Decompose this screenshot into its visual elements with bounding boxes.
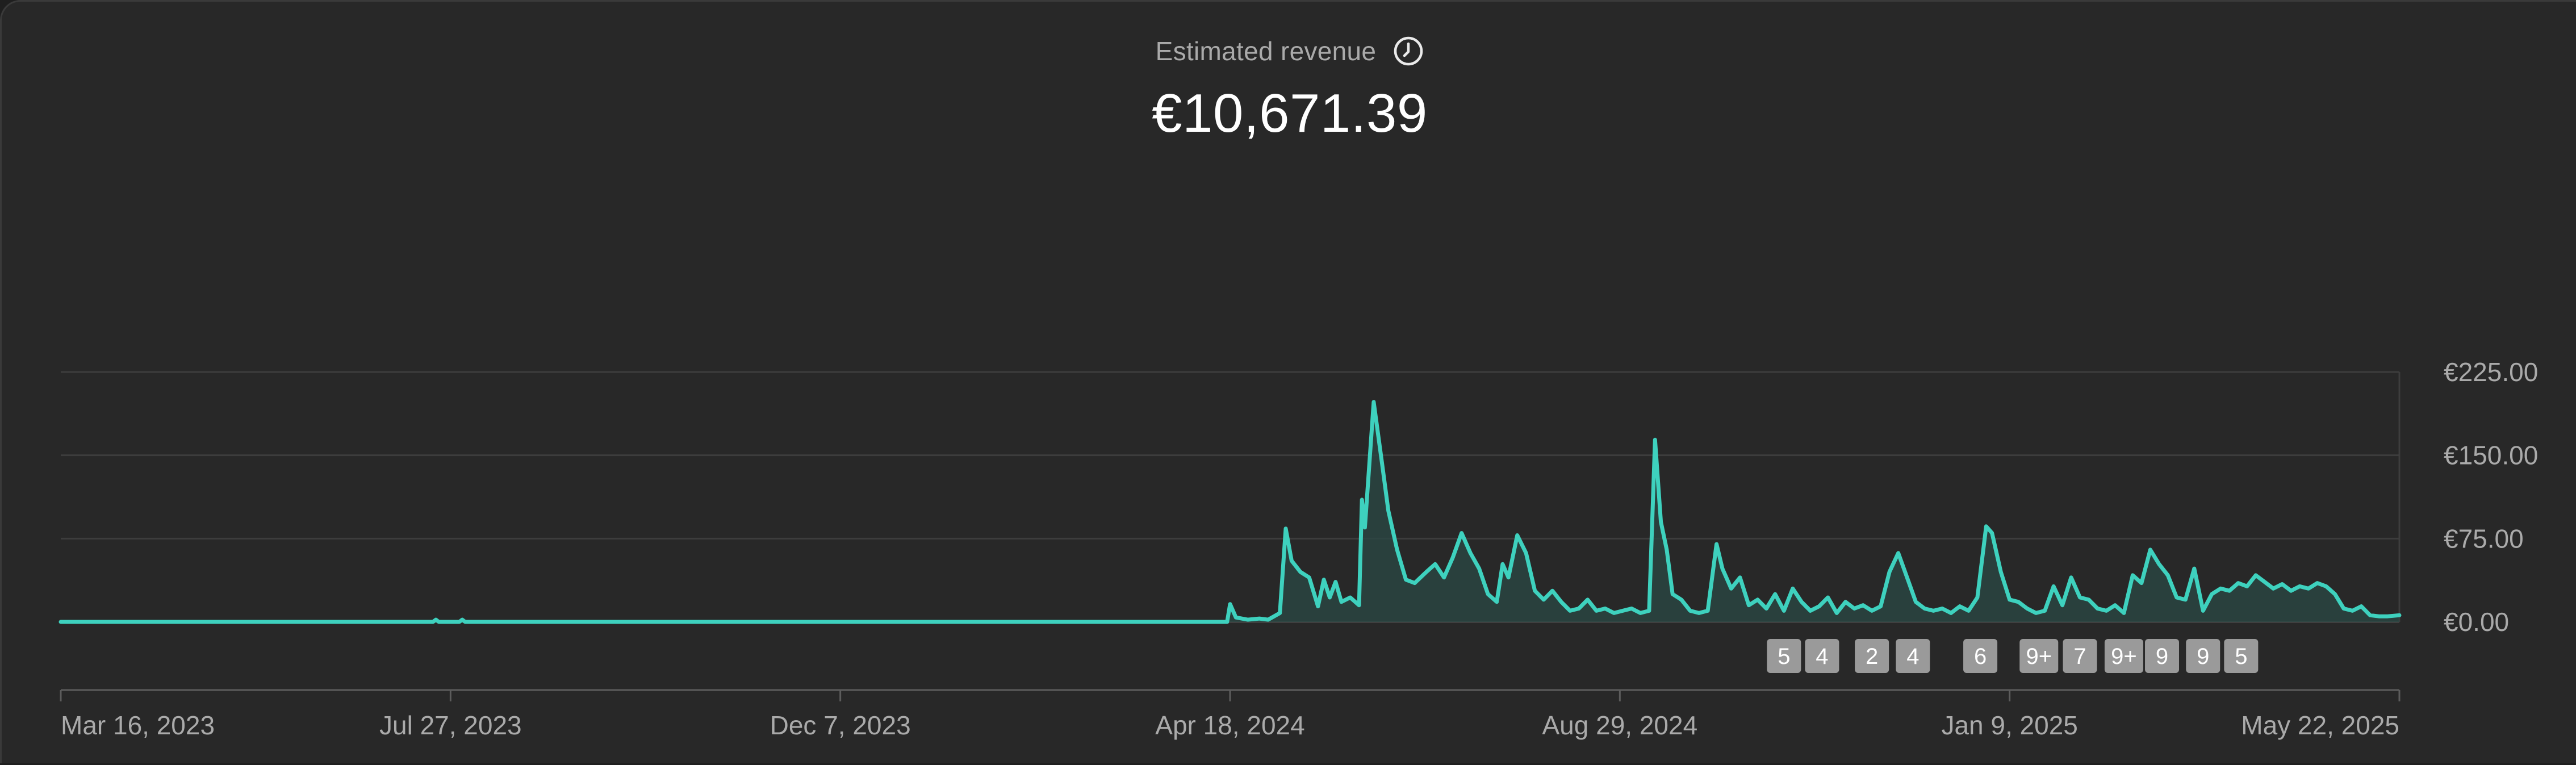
annotation-marker: [1805, 639, 1839, 673]
metric-label: Estimated revenue: [1155, 36, 1377, 66]
annotation-marker: [2224, 639, 2259, 673]
series-area: [61, 402, 2399, 622]
annotation-marker: [1963, 639, 1998, 673]
annotation-marker-label: 9: [2197, 644, 2209, 669]
x-tick-label: Aug 29, 2024: [1542, 710, 1697, 740]
metric-label-row: Estimated revenue: [1156, 36, 1424, 66]
annotation-marker: [1855, 639, 1889, 673]
annotation-marker-label: 9+: [2111, 644, 2137, 669]
annotation-marker-label: 4: [1816, 644, 1828, 669]
y-tick-label: €75.00: [2444, 524, 2524, 553]
annotation-marker-label: 7: [2073, 644, 2086, 669]
x-tick-label: May 22, 2025: [2241, 710, 2399, 740]
annotation-marker-label: 5: [2235, 644, 2247, 669]
x-tick-label: Jul 27, 2023: [379, 710, 522, 740]
annotation-marker: [2063, 639, 2097, 673]
annotation-marker: [1767, 639, 1801, 673]
x-tick-label: Mar 16, 2023: [61, 710, 215, 740]
clock-icon[interactable]: [1393, 36, 1424, 66]
annotation-marker-label: 6: [1974, 644, 1987, 669]
x-tick-label: Jan 9, 2025: [1941, 710, 2077, 740]
annotation-marker-label: 9+: [2026, 644, 2052, 669]
y-tick-label: €0.00: [2444, 607, 2509, 637]
y-tick-label: €150.00: [2444, 441, 2538, 470]
annotation-marker-label: 2: [1866, 644, 1878, 669]
series-line: [58, 400, 2402, 624]
x-tick-label: Apr 18, 2024: [1155, 710, 1304, 740]
annotation-marker: [2019, 639, 2059, 673]
annotation-marker-label: 5: [1778, 644, 1790, 669]
annotation-marker: [2104, 639, 2143, 673]
annotation-marker: [2145, 639, 2180, 673]
annotation-marker: [1896, 639, 1930, 673]
annotation-marker-label: 4: [1906, 644, 1919, 669]
annotation-marker-label: 9: [2156, 644, 2168, 669]
y-tick-label: €225.00: [2444, 357, 2538, 387]
metric-value: €10,671.39: [1152, 83, 1428, 144]
metric-header: Estimated revenue €10,671.39: [2, 36, 2576, 145]
annotation-marker: [2186, 639, 2220, 673]
x-tick-label: Dec 7, 2023: [770, 710, 911, 740]
